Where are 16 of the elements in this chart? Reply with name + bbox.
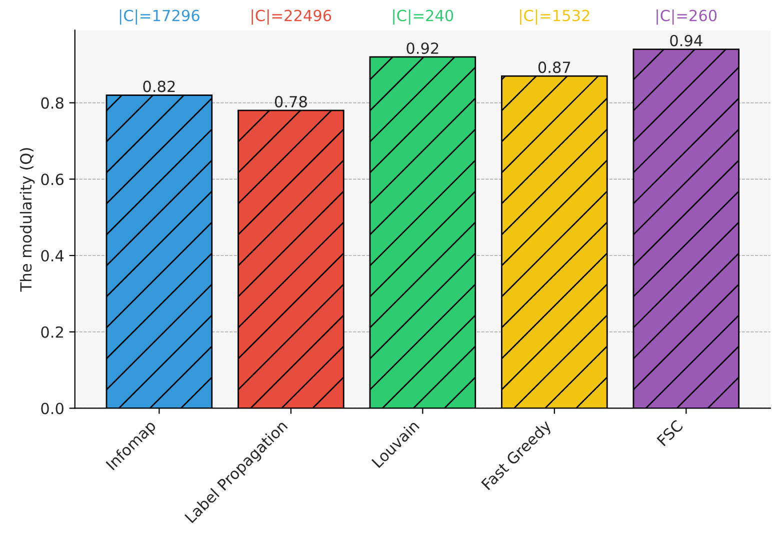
data-label: 0.92 — [406, 42, 438, 54]
data-label: 0.78 — [274, 96, 307, 108]
data-label: 0.94 — [670, 34, 702, 46]
text: |C|=17296 — [120, 9, 200, 25]
data-label: 0.82 — [143, 80, 175, 92]
y-tick-label: 0.2 — [41, 326, 63, 338]
y-tick-label: 0.6 — [41, 174, 64, 186]
text: |C|=240 — [393, 9, 454, 25]
y-tick-label: 0.4 — [41, 250, 64, 262]
text: |C|=22496 — [252, 9, 332, 25]
text: |C|=260 — [656, 9, 717, 25]
y-tick-label: 0.0 — [41, 402, 64, 414]
y-axis-title: The modularity (Q) — [20, 148, 35, 292]
data-label: 0.87 — [538, 62, 570, 74]
text: |C|=1532 — [520, 9, 590, 25]
y-tick-label: 0.8 — [41, 97, 64, 109]
